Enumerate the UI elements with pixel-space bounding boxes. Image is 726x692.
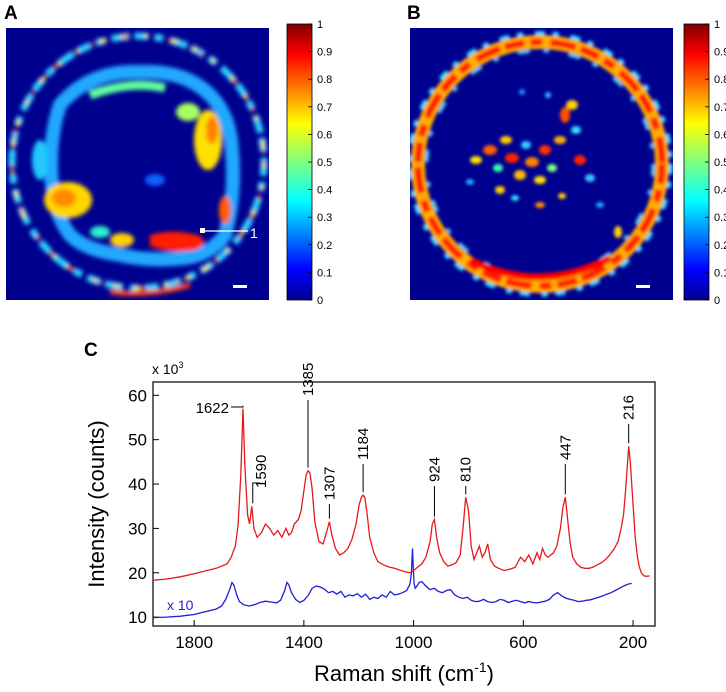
- y-tick-label: 10: [128, 608, 147, 627]
- colorbar-tick-label: 0.6: [714, 129, 726, 141]
- colorbar-tick-label: 0.4: [317, 185, 332, 197]
- colorbar-tick-label: 0.3: [714, 212, 726, 224]
- colorbar-tick-label: 0.1: [317, 267, 332, 279]
- y-tick-label: 40: [128, 475, 147, 494]
- peak-label: 924: [426, 457, 443, 482]
- colorbar-tick-label: 0.3: [317, 212, 332, 224]
- colorbar-tick-label: 0.1: [714, 267, 726, 279]
- series-red-roi1: [153, 408, 650, 581]
- colorbar-a: 1 0.9 0.8 0.7 0.6 0.5 0.4 0.3 0.2 0.1 0: [286, 19, 332, 307]
- peak-label: 1385: [300, 363, 317, 396]
- peak-leader: [252, 482, 260, 504]
- peak-label: 216: [621, 395, 638, 420]
- speckle-cluster: [466, 89, 622, 238]
- heatmap-a: 1: [6, 28, 269, 300]
- peak-label: 1184: [355, 428, 372, 460]
- colorbar-tick-label: 0.9: [317, 47, 332, 59]
- x-axis-label-sup: -1: [474, 659, 487, 675]
- roi-marker: [200, 228, 205, 233]
- colorbar-tick-label: 0.7: [317, 102, 332, 114]
- colorbar-tick-label: 0: [714, 295, 720, 307]
- y-axis-label: Intensity (counts): [84, 420, 109, 588]
- x-tick-label: 1000: [395, 633, 433, 652]
- series-blue-x10: [153, 548, 632, 619]
- colorbar-b: 1 0.9 0.8 0.7 0.6 0.5 0.4 0.3 0.2 0.1 0: [683, 19, 726, 307]
- peak-label: 1307: [321, 467, 338, 500]
- colorbar-tick-label: 0.2: [714, 240, 726, 252]
- scale-bar-a: [233, 285, 247, 288]
- x-axis: 1800 1400 1000 600 200: [175, 620, 647, 652]
- colorbar-tick-label: 0.4: [714, 185, 726, 197]
- colorbar-tick-label: 1: [317, 19, 323, 31]
- y-multiplier-base: x 10: [152, 361, 179, 377]
- heatmap-b: [410, 28, 673, 300]
- plot-frame: [152, 381, 656, 627]
- colorbar-tick-label: 0.8: [714, 74, 726, 86]
- panel-a-letter: A: [4, 3, 18, 24]
- series-blue-label: x 10: [167, 597, 194, 613]
- y-axis: 10 20 30 40 50 60: [128, 386, 159, 627]
- colorbar-tick-label: 1: [714, 19, 720, 31]
- y-multiplier-exp: 3: [178, 360, 183, 370]
- y-multiplier: x 103: [152, 360, 183, 377]
- x-tick-label: 200: [619, 633, 647, 652]
- peak-label: 810: [458, 457, 475, 482]
- y-tick-label: 20: [128, 564, 147, 583]
- colorbar-tick-label: 0: [317, 295, 323, 307]
- panel-b-letter: B: [407, 3, 421, 24]
- peak-leader: [230, 405, 244, 408]
- colorbar-tick-label: 0.6: [317, 129, 332, 141]
- x-axis-label-main: Raman shift (cm: [314, 661, 474, 686]
- colorbar-tick-label: 0.2: [317, 240, 332, 252]
- peak-label: 1590: [253, 455, 270, 488]
- x-axis-label: Raman shift (cm-1): [314, 659, 494, 686]
- x-axis-label-end: ): [487, 661, 494, 686]
- colorbar-tick-label: 0.9: [714, 47, 726, 59]
- x-tick-label: 600: [509, 633, 537, 652]
- peak-label: 447: [557, 435, 574, 460]
- scale-bar-b: [636, 285, 650, 288]
- colorbar-tick-label: 0.7: [714, 102, 726, 114]
- y-tick-label: 60: [128, 386, 147, 405]
- roi-label: 1: [250, 225, 258, 241]
- x-tick-label: 1800: [175, 633, 213, 652]
- peak-label: 1622: [196, 400, 229, 417]
- x-tick-label: 1400: [285, 633, 323, 652]
- peak-labels: 1622 1590 1385 1307 1184 924 810 447 216: [196, 363, 638, 519]
- y-tick-label: 30: [128, 519, 147, 538]
- colorbar-tick-label: 0.8: [317, 74, 332, 86]
- colorbar-tick-label: 0.5: [317, 157, 332, 169]
- panel-c-letter: C: [84, 340, 98, 361]
- y-tick-label: 50: [128, 431, 147, 450]
- colorbar-tick-label: 0.5: [714, 157, 726, 169]
